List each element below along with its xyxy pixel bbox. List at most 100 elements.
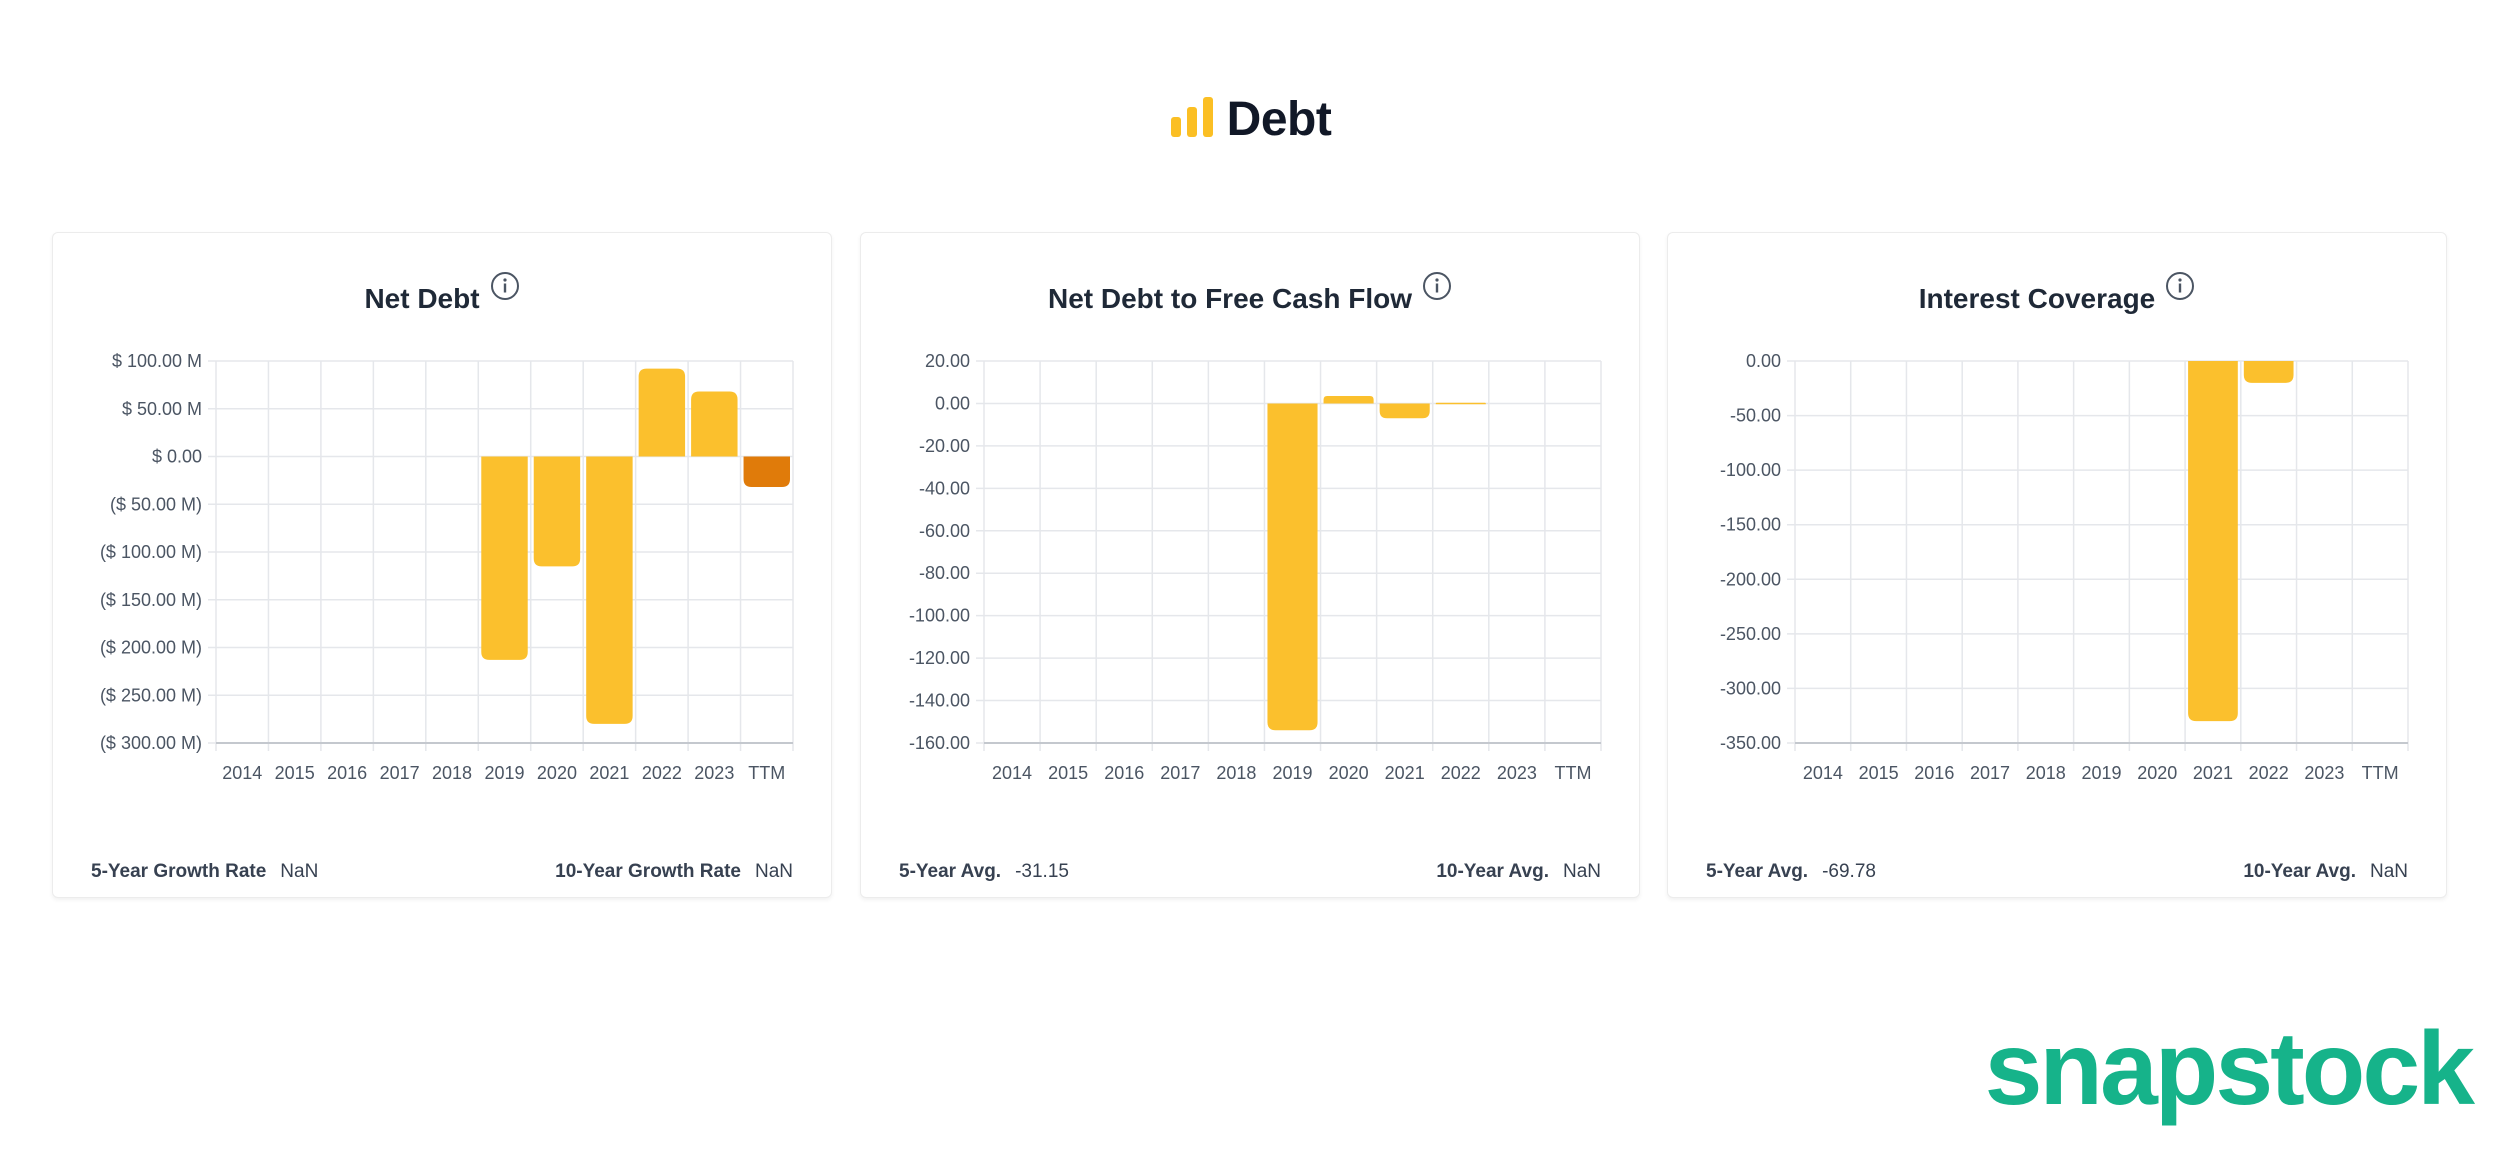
stat-right-value: NaN [2369,861,2408,882]
stat-right-label: 10-Year Growth Rate [555,861,741,882]
page-header: Debt [0,92,2500,147]
x-tick-label: 2019 [2081,763,2121,783]
interest-coverage-card: Interest Coverage 0.00 -50.00 -100.00 -150.… [1667,232,2447,898]
card-footer-stats: 5-Year Avg. -31.15 10-Year Avg. NaN [899,861,1601,883]
x-tick-label: 2018 [1216,763,1256,783]
bar-2021[interactable] [586,456,633,724]
net-debt-chart: $ 100.00 M $ 50.00 M $ 0.00 ($ 50.00 M) ($ 1… [100,351,794,783]
y-tick-label: ($ 300.00 M) [100,733,202,753]
x-tick-label: 2016 [1914,763,1954,783]
net-debt-to-fcf-card: Net Debt to Free Cash Flow 20.00 0.00 -20.… [860,232,1640,898]
x-tick-label: 2021 [1385,763,1425,783]
bar-2022[interactable] [1435,402,1486,405]
y-tick-label: 0.00 [1746,351,1781,371]
card-footer-stats: 5-Year Avg. -69.78 10-Year Avg. NaN [1706,861,2408,883]
y-tick-label: $ 100.00 M [112,351,202,371]
x-tick-label: 2018 [2026,763,2066,783]
card-title: Interest Coverage [1918,283,2156,314]
grid [1787,360,2409,751]
y-tick-label: $ 50.00 M [122,399,202,419]
card-title: Net Debt [364,283,480,314]
x-tick-label: 2020 [2137,763,2177,783]
x-tick-label: 2023 [694,763,734,783]
card-title-row: Net Debt to Free Cash Flow [861,272,1639,315]
x-tick-label: 2014 [992,763,1032,783]
y-tick-label: -60.00 [919,521,970,541]
stat-left: 5-Year Avg. -31.15 [899,861,1069,883]
net-debt-to-fcf-chart: 20.00 0.00 -20.00 -40.00 -60.00 -80.00 -100.00… [909,351,1602,783]
net-debt-card: Net Debt $ 100.00 M $ 50.00 M $ 0.00 ($ 50.… [52,232,832,898]
y-tick-label: -80.00 [919,563,970,583]
x-tick-label: 2022 [1441,763,1481,783]
y-tick-label: -250.00 [1720,624,1781,644]
x-tick-label: 2014 [1803,763,1843,783]
stat-left-value: -69.78 [1822,861,1876,882]
stat-left: 5-Year Avg. -69.78 [1706,861,1876,883]
x-tick-label: 2016 [327,763,367,783]
bar-2019[interactable] [1267,403,1318,731]
bar-2020[interactable] [1323,396,1374,404]
y-tick-label: 0.00 [935,393,970,413]
y-tick-label: -100.00 [1720,460,1781,480]
x-tick-label: 2015 [1048,763,1088,783]
y-tick-label: ($ 50.00 M) [110,494,202,514]
stat-left-label: 5-Year Avg. [899,861,1002,882]
bar-2019[interactable] [481,456,528,660]
x-tick-label: 2022 [642,763,682,783]
y-tick-label: -40.00 [919,478,970,498]
x-tick-label: 2014 [222,763,262,783]
y-tick-label: 20.00 [925,351,970,371]
info-icon[interactable] [1422,271,1452,301]
bar-2020[interactable] [533,456,581,567]
snapstock-logo[interactable]: snapstock [1984,1011,2475,1127]
bar-2022[interactable] [638,368,686,457]
x-tick-label: 2020 [1329,763,1369,783]
x-tick-label: 2023 [2304,763,2344,783]
stat-left-label: 5-Year Avg. [1706,861,1809,882]
info-icon[interactable] [490,271,520,301]
stat-left: 5-Year Growth Rate NaN [91,861,318,883]
x-tick-label: 2022 [2249,763,2289,783]
x-tick-label: 2015 [1859,763,1899,783]
stat-right-value: NaN [754,861,793,882]
x-tick-label: TTM [2362,763,2399,783]
y-tick-label: -150.00 [1720,515,1781,535]
x-tick-label: 2016 [1104,763,1144,783]
x-tick-label: 2017 [380,763,420,783]
y-tick-label: ($ 250.00 M) [100,685,202,705]
stat-right: 10-Year Avg. NaN [2243,861,2408,883]
bar-2023[interactable] [691,391,738,457]
card-title-row: Net Debt [53,272,831,315]
y-tick-label: -200.00 [1720,569,1781,589]
stat-right: 10-Year Growth Rate NaN [555,861,793,883]
bar-2021[interactable] [2188,361,2238,722]
x-tick-label: TTM [748,763,785,783]
x-tick-label: 2017 [1970,763,2010,783]
stat-left-value: NaN [280,861,319,882]
stat-right-value: NaN [1562,861,1601,882]
x-tick-label: 2015 [275,763,315,783]
x-tick-label: 2023 [1497,763,1537,783]
card-title: Net Debt to Free Cash Flow [1047,283,1413,314]
y-tick-label: ($ 200.00 M) [100,638,202,658]
card-footer-stats: 5-Year Growth Rate NaN 10-Year Growth Ra… [91,861,793,883]
bar-chart-icon [1170,96,1213,137]
stat-left-label: 5-Year Growth Rate [91,861,267,882]
stat-right-label: 10-Year Avg. [2243,861,2356,882]
y-tick-label: -20.00 [919,436,970,456]
bar-2021[interactable] [1379,403,1430,419]
y-tick-label: ($ 150.00 M) [100,590,202,610]
y-tick-label: -100.00 [909,606,970,626]
stat-right: 10-Year Avg. NaN [1436,861,1601,883]
x-tick-label: 2017 [1160,763,1200,783]
bar-2022[interactable] [2243,361,2294,383]
x-tick-label: 2018 [432,763,472,783]
x-tick-label: 2019 [484,763,524,783]
x-tick-label: 2021 [589,763,629,783]
page-title: Debt [1226,93,1332,146]
x-tick-label: TTM [1554,763,1591,783]
y-tick-label: -300.00 [1720,678,1781,698]
stat-right-label: 10-Year Avg. [1436,861,1549,882]
bar-TTM[interactable] [743,456,790,488]
info-icon[interactable] [2165,271,2195,301]
